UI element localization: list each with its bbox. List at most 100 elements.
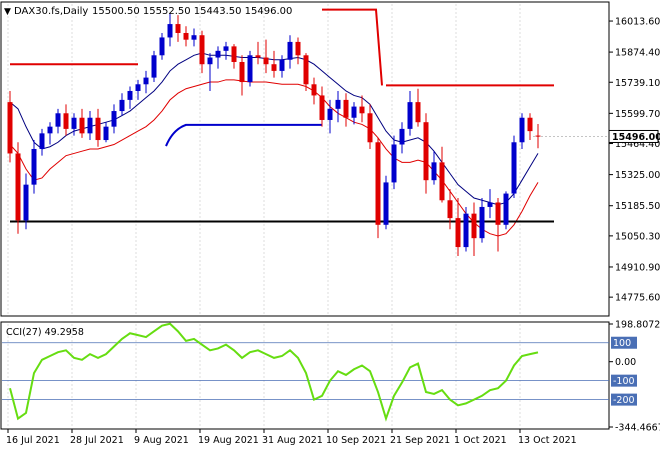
candle-bear (359, 106, 365, 114)
candle-bull (215, 50, 221, 58)
symbol-label: DAX30.fs,Daily (14, 6, 88, 17)
candle-bear (471, 213, 477, 239)
candle-bull (391, 144, 397, 183)
candle-bear (239, 61, 245, 83)
x-tick-label: 10 Sep 2021 (326, 435, 386, 446)
cci-title: CCI(27) 49.2958 (6, 327, 84, 338)
candle-bull (479, 206, 485, 239)
x-tick-label: 9 Aug 2021 (134, 435, 189, 446)
candle-bull (399, 128, 405, 145)
cci-tick-label: -200 (613, 395, 635, 406)
candle-bear (535, 135, 541, 137)
candle-bull (119, 99, 125, 112)
y-tick-label: 15739.10 (615, 78, 660, 89)
main-panel-frame (0, 1, 610, 317)
cci-tick-label: 0.00 (615, 357, 636, 368)
y-tick-label: 15874.40 (615, 48, 660, 59)
candle-bull (167, 24, 173, 38)
candle-bull (279, 59, 285, 71)
candle-bear (95, 117, 101, 141)
y-tick-label: 14775.60 (615, 293, 660, 304)
candle-bear (255, 55, 261, 58)
candle-bull (135, 84, 141, 91)
resistance-top-line (322, 8, 383, 86)
candle-bull (207, 57, 213, 65)
candle-bull (431, 162, 437, 181)
candle-bear (455, 218, 461, 248)
candle-bull (47, 126, 53, 134)
x-tick-label: 21 Sep 2021 (390, 435, 450, 446)
candle-bear (375, 142, 381, 225)
cci-line (9, 322, 539, 422)
x-tick-label: 31 Aug 2021 (262, 435, 323, 446)
candle-bull (351, 106, 357, 118)
y-tick-label: 16013.60 (615, 17, 660, 28)
x-tick-label: 19 Aug 2021 (198, 435, 259, 446)
candle-bull (463, 213, 469, 248)
y-tick-label: 15185.50 (615, 201, 660, 212)
cci-tick-label: -100 (613, 376, 635, 387)
candle-bull (487, 202, 493, 207)
candle-bear (439, 162, 445, 201)
candle-bull (327, 108, 333, 120)
candle-bear (15, 153, 21, 221)
candle-bull (23, 184, 29, 221)
y-tick-label: 15050.30 (615, 231, 660, 242)
candle-bear (495, 202, 501, 225)
y-tick-label: 15599.70 (615, 109, 660, 120)
candle-bear (7, 102, 13, 154)
candle-bull (143, 77, 149, 85)
y-tick-label: 14910.90 (615, 262, 660, 273)
cci-tick-label: -344.4667 (615, 423, 660, 434)
y-tick-label: 15325.00 (615, 170, 660, 181)
candle-bear (63, 113, 69, 129)
candle-bear (263, 57, 269, 65)
y-tick-label: 15464.40 (615, 139, 660, 150)
candle-bear (415, 102, 421, 123)
current-price-box (608, 129, 659, 143)
candle-bear (311, 84, 317, 96)
candle-bull (287, 41, 293, 60)
candle-bear (447, 200, 453, 219)
cci-level-box (611, 374, 637, 387)
candle-bull (503, 193, 509, 225)
candle-bull (87, 117, 93, 134)
x-tick-label: 1 Oct 2021 (454, 435, 507, 446)
candle-bull (511, 142, 517, 194)
candle-bear (423, 122, 429, 181)
x-tick-label: 28 Jul 2021 (70, 435, 124, 446)
candle-bear (183, 32, 189, 40)
candle-bear (199, 35, 205, 65)
candle-bull (111, 111, 117, 127)
cci-tick-label: 198.8072 (615, 320, 660, 331)
current-price-label: 15496.00 (612, 132, 660, 143)
triangle-down-icon: ▼ (4, 7, 11, 17)
cci-level-box (611, 393, 637, 406)
candle-bear (271, 64, 277, 71)
ohlc-values: 15500.50 15552.50 15443.50 15496.00 (92, 6, 292, 17)
candle-bull (39, 133, 45, 149)
cci-tick-label: 100 (613, 338, 631, 349)
candle-bear (319, 95, 325, 120)
candle-bull (519, 117, 525, 143)
blue-level-line (165, 123, 322, 147)
candle-bull (383, 182, 389, 225)
candle-bear (303, 55, 309, 85)
candle-bull (151, 55, 157, 78)
candle-bear (175, 24, 181, 33)
candle-bull (127, 90, 133, 100)
candle-bear (527, 117, 533, 132)
candle-bull (223, 46, 229, 51)
candle-bull (407, 102, 413, 129)
candle-bull (247, 55, 253, 83)
cci-level-box (611, 336, 637, 349)
candle-bull (31, 148, 37, 185)
candle-bull (191, 35, 197, 40)
candle-bull (71, 117, 77, 129)
candle-bear (295, 41, 301, 56)
candle-bull (159, 37, 165, 56)
cci-panel-frame (0, 321, 610, 430)
candle-bull (335, 99, 341, 109)
